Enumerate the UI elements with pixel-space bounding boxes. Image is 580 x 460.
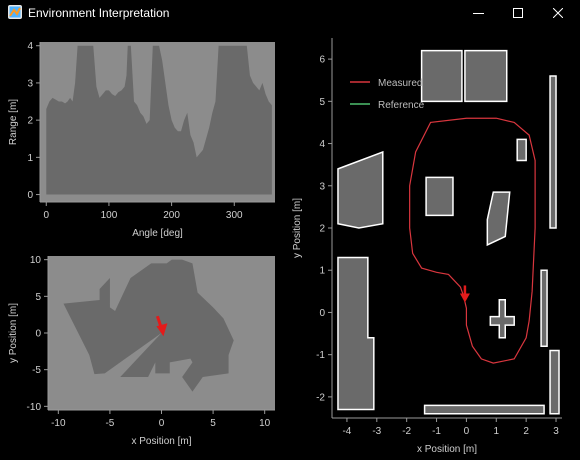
y-tick-label: -10 [27,402,42,413]
x-tick-label: 2 [523,426,529,437]
window-title: Environment Interpretation [28,6,170,20]
x-tick-label: 0 [159,418,165,429]
maximize-button[interactable] [498,0,538,26]
obstacle-block [549,349,560,415]
minimize-icon [472,12,484,14]
y-tick-label: 6 [319,55,325,66]
y-tick-label: 0 [27,190,33,201]
local-scan-map-plot[interactable]: -10 -5 0 5 10 -10 -5 0 5 10 x Position [m] y Positi… [0,252,290,457]
maximize-icon [513,8,523,18]
x-axis-label: x Position [m] [417,444,477,455]
y-tick-label: -1 [316,350,325,361]
x-tick-label: -3 [372,426,381,437]
x-tick-label: 100 [101,210,118,221]
x-axis-label: x Position [m] [131,436,191,447]
obstacle-block [549,75,557,229]
measured-path-series [409,117,536,364]
obstacle-block [489,299,515,339]
y-tick-label: 1 [319,266,325,277]
y-tick-label: 10 [30,255,42,266]
x-tick-label: -1 [432,426,441,437]
x-tick-label: -4 [342,426,351,437]
heading-arrow-head [459,293,470,303]
obstacle-block [337,150,384,229]
y-tick-label: 3 [27,78,33,89]
y-axis-label: y Position [m] [292,198,303,258]
y-tick-label: 5 [319,97,325,108]
y-tick-label: 0 [319,308,325,319]
title-bar: Environment Interpretation [0,0,580,26]
x-tick-label: 0 [464,426,470,437]
heading-arrow-head [156,323,168,337]
x-axis-label: Angle [deg] [132,228,183,239]
close-icon [553,8,563,18]
x-tick-label: -10 [51,418,66,429]
y-tick-label: 3 [319,181,325,192]
x-tick-label: -5 [105,418,114,429]
y-tick-label: 2 [319,224,325,235]
y-tick-label: 2 [27,116,33,127]
obstacle-block [486,191,511,247]
free-space-polygon [63,259,234,392]
x-tick-label: -2 [402,426,411,437]
x-tick-label: 0 [43,210,49,221]
y-tick-label: -2 [316,392,325,403]
x-tick-label: 200 [163,210,180,221]
obstacle-block [420,49,463,103]
y-axis-label: Range [m] [8,99,19,145]
y-tick-label: 4 [27,41,33,52]
obstacle-block [464,49,508,103]
app-icon [8,5,22,19]
range-area-series [46,45,272,195]
x-tick-label: 10 [259,418,271,429]
y-tick-label: 0 [35,329,41,340]
obstacle-block [423,404,545,415]
x-tick-label: 300 [226,210,243,221]
obstacle-block [516,138,527,162]
y-tick-label: 1 [27,153,33,164]
x-tick-label: 5 [210,418,216,429]
minimize-button[interactable] [458,0,498,26]
environment-map-plot[interactable]: -4 -3 -2 -1 0 1 2 3 -2 -1 0 1 2 3 4 5 6 x Position [m] y P… [290,26,580,456]
close-button[interactable] [538,0,578,26]
y-axis-label: y Position [m] [8,303,19,363]
range-vs-angle-plot[interactable]: 0 100 200 300 0 1 2 3 4 Angle [deg] Range [m] [0,26,290,276]
legend-label-reference: Reference [378,100,425,111]
obstacle-block [425,176,454,217]
obstacle-block [540,269,548,347]
obstacle-block [337,256,375,411]
x-tick-label: 3 [553,426,559,437]
y-tick-label: -5 [32,365,41,376]
y-tick-label: 5 [35,292,41,303]
y-tick-label: 4 [319,139,325,150]
legend-label-measured: Measured [378,78,422,89]
x-tick-label: 1 [494,426,500,437]
